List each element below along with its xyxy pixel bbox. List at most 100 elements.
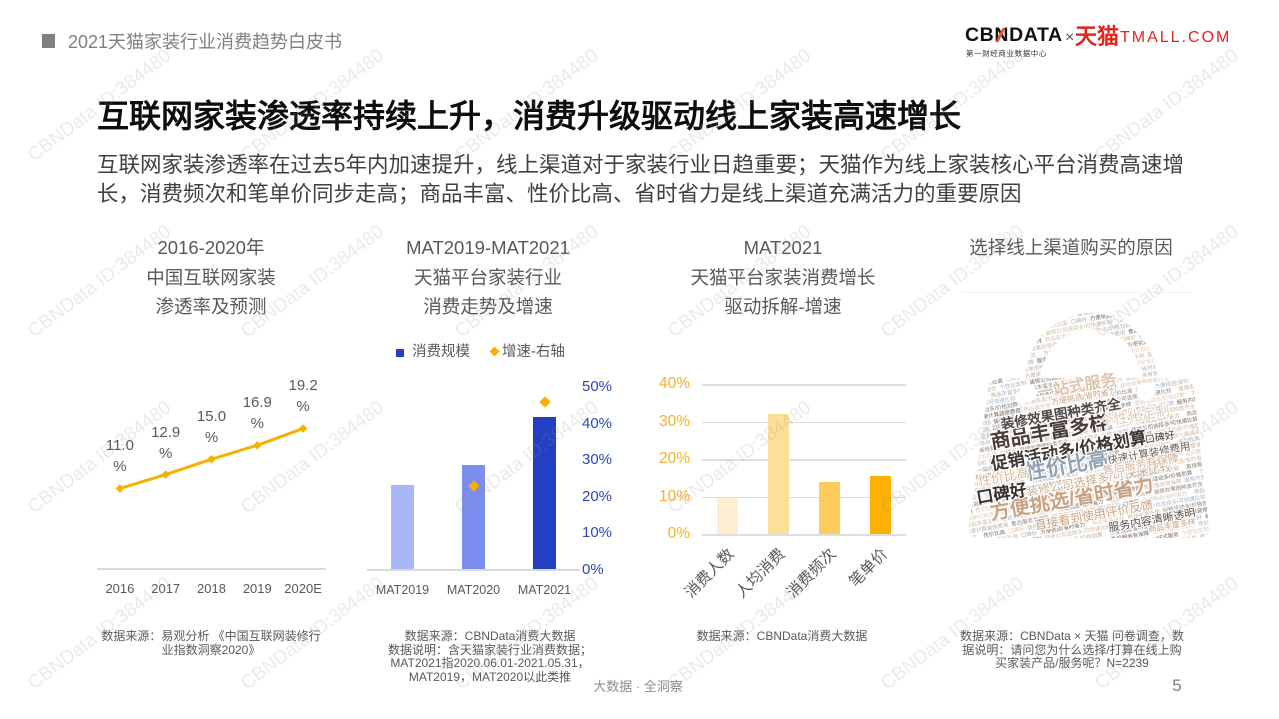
wordcloud-filler-word: 性价比高 — [996, 532, 1020, 544]
x-tick-label: 2018 — [197, 581, 226, 596]
wordcloud-filler-word: 服务内容清晰透明 — [958, 381, 979, 397]
wordcloud-filler-word: 促销活动多/价格划算 — [1212, 300, 1228, 301]
chart3-title: MAT2021 天猫平台家装消费增长 驱动拆解-增速 — [623, 233, 943, 322]
wordcloud-filler-word: 性价比高 — [1098, 501, 1122, 513]
wordcloud-filler-word: 方便挑选/省时省力 — [958, 533, 977, 549]
bar — [768, 414, 789, 534]
wordcloud-filler-word: 口碑好 — [999, 499, 1017, 510]
data-point-marker — [298, 424, 308, 433]
bar — [819, 482, 840, 534]
wordcloud-filler-word: 售后服务有保障 — [1221, 496, 1228, 511]
wordcloud-filler-word: 方便挑选/省时省力 — [958, 343, 1003, 359]
legend-label-consumption: 消费规模 — [412, 344, 470, 360]
legend-swatch-consumption — [396, 349, 404, 357]
wordcloud-filler-word: 方便挑选/省时省力 — [1137, 312, 1183, 328]
data-point-marker — [207, 454, 216, 464]
wordcloud-filler-word: 性价比高 — [967, 372, 991, 384]
growth-diamond-marker — [538, 395, 551, 408]
wordcloud-filler-word: 个性化定制 — [1227, 391, 1228, 404]
wordcloud-filler-word: 装修公司选择多/可快速比较 — [1211, 512, 1228, 532]
wordcloud-filler-word: 性价比高 — [1215, 309, 1228, 321]
chart2-title: MAT2019-MAT2021 天猫平台家装行业 消费走势及增速 — [328, 233, 648, 322]
wordcloud-filler-word: 口碑好 — [1020, 529, 1038, 540]
cbndata-logo-prefix: CB — [965, 24, 995, 46]
wordcloud-filler-word: 口碑好 — [1213, 303, 1228, 314]
data-label-value: 12.9 — [151, 423, 181, 441]
chart4-title-line: 选择线上渠道购买的原因 — [969, 237, 1173, 258]
chart1-title-line: 中国互联网家装 — [146, 266, 276, 288]
x-tick-label: 消费人数 — [682, 545, 739, 602]
gridline — [702, 459, 906, 461]
wordcloud-filler-word: 口碑好 — [1119, 333, 1137, 344]
chart2-title-line: MAT2019-MAT2021 — [406, 237, 570, 258]
wordcloud-filler-word: 方便挑选/省时省力 — [976, 300, 1022, 310]
wordcloud-filler-word: 性价比高 — [1118, 464, 1142, 476]
wordcloud-filler-word: 口碑好 — [1122, 497, 1140, 508]
wordcloud-filler-word: 一站式服务 — [1190, 319, 1219, 332]
wordcloud-filler-word: 口碑好 — [1080, 544, 1098, 550]
wordcloud-filler-word: 方便挑选/省时省力 — [958, 393, 985, 409]
wordcloud-filler-word: 售后服务有保障 — [958, 300, 970, 304]
wordcloud-filler-word: 装修效果图种类齐全 — [958, 389, 968, 406]
chart3-title-line: 驱动拆解-增速 — [724, 296, 842, 317]
wordcloud-filler-word: 商品丰富多样 — [958, 360, 984, 374]
wordcloud-filler-word: 性价比高 — [975, 503, 999, 515]
x-axis-line — [97, 568, 326, 570]
wordcloud-filler-word: 商品丰富多样 — [1221, 398, 1228, 412]
x-tick-label: 2020E — [284, 581, 322, 596]
wordcloud-filler-word: 口碑好 — [992, 421, 1010, 432]
wordcloud-filler-word: 一站式服务 — [1128, 300, 1157, 309]
growth-drivers-bar-chart: 0% 10% 20% 30% 40% 消费人数 人均消费 消费频次 笔单价 — [659, 375, 906, 602]
wordcloud-filler-word: 性价比高 — [1083, 464, 1107, 476]
wordcloud-filler-word: 口碑好 — [1070, 315, 1088, 326]
x-tick-label: MAT2020 — [446, 583, 501, 597]
wordcloud-filler-word: 口碑好 — [958, 302, 975, 313]
data-label-value: 11.0 — [105, 437, 134, 455]
wordcloud-filler-word: 口碑好 — [1202, 431, 1220, 442]
source-line: 数据来源：CBNData消费大数据 — [404, 629, 576, 643]
wordcloud-filler-word: 性价比高 — [1170, 356, 1194, 368]
source-line: 数据来源：易观分析 《中国互联网装修行 — [101, 629, 321, 643]
wordcloud-filler-word: 性价比高 — [975, 450, 999, 462]
wordcloud-filler-word: 性价比高 — [980, 376, 1004, 388]
wordcloud-filler-word: 性价比高 — [1094, 336, 1118, 348]
summary-line: 长，消费频次和笔单价同步走高；商品丰富、性价比高、省时省力是线上渠道充满活力的重… — [97, 182, 1022, 206]
wordcloud-filler-word: 性价比高 — [1160, 516, 1184, 528]
source-line: MAT2019，MAT2020以此类推 — [408, 669, 572, 684]
wordcloud-filler-word: 服务内容清晰透明 — [1168, 313, 1213, 329]
bar — [717, 498, 738, 534]
wordcloud-filler-word: 口碑好 — [1126, 411, 1144, 422]
wordcloud-filler-word: 性价比高 — [958, 421, 972, 433]
wordcloud-filler-word: 性价比高 — [1032, 314, 1056, 326]
wordcloud-filler-word: 商品丰富多样 — [1027, 300, 1061, 301]
data-label-value: 19.2 — [288, 377, 318, 395]
tmall-logo-chinese: 天猫 — [1075, 24, 1120, 49]
wordcloud-filler-word: 快速计算装修费用 — [1064, 536, 1109, 550]
wordcloud-filler-word: 性价比高 — [1188, 307, 1212, 319]
wordcloud-filler-word: 方便挑选/省时省力 — [981, 319, 1027, 335]
wordcloud-filler-word: 商品丰富多样 — [1076, 357, 1110, 371]
gridline — [702, 384, 906, 386]
wordcloud-filler-word: 性价比高 — [1211, 540, 1228, 550]
wordcloud-filler-word: 性价比高 — [983, 528, 1007, 540]
wordcloud-filler-word: 直接看到使用评价反馈 — [1043, 300, 1099, 304]
data-point-marker — [115, 484, 125, 493]
source-line: 数据来源：CBNData消费大数据 — [696, 629, 868, 643]
bar — [391, 484, 414, 570]
line-series — [115, 424, 308, 493]
page-number: 5 — [1172, 676, 1182, 695]
wordcloud-filler-word: 口碑好 — [1185, 513, 1203, 524]
wordcloud-filler-word: 服务内容清晰透明 — [1166, 359, 1211, 375]
source-line: 业指数洞察2020》 — [161, 642, 261, 657]
wordcloud-filler-word: 售后服务有保障 — [1213, 418, 1228, 433]
wordcloud-filler-word: 装修公司选择多/可快速比较 — [969, 300, 1037, 317]
x-tick-label: 2016 — [105, 581, 135, 596]
legend-diamond-growth-icon — [489, 346, 500, 357]
wordcloud-filler-word: 直接看到使用评价反馈 — [958, 414, 976, 432]
data-point-marker — [253, 441, 262, 450]
footer-tagline: 大数据 · 全洞察 — [593, 679, 683, 694]
gridline — [702, 534, 906, 536]
wordcloud-filler-word: 口碑好 — [1007, 524, 1025, 535]
wordcloud-filler-word: 一站式服务 — [1205, 474, 1228, 487]
wordcloud-filler-word: 个性化定制 — [1209, 441, 1228, 454]
